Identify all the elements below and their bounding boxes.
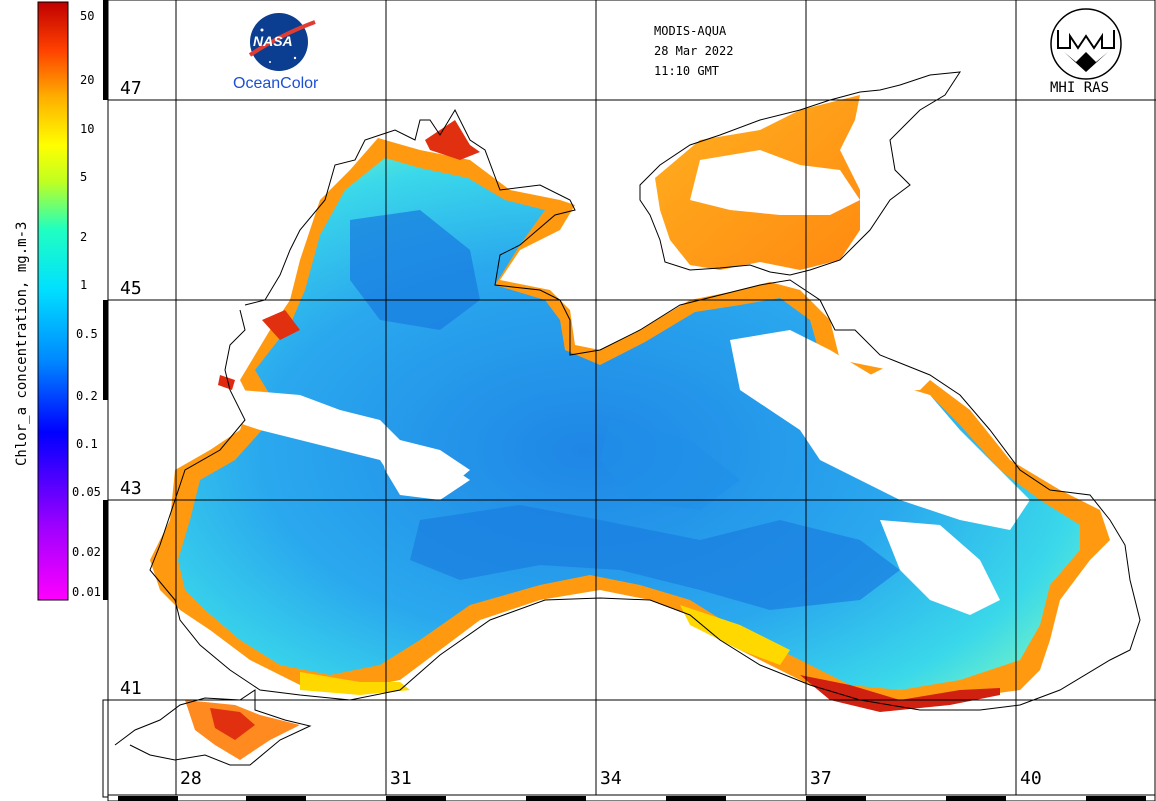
high-chlorophyll-strip (218, 375, 235, 390)
lon-label-40: 40 (1020, 768, 1042, 789)
lat-scale-bar (102, 0, 109, 798)
no-data-region (380, 450, 470, 500)
lat-label-43: 43 (120, 478, 142, 499)
high-chlorophyll-strip (680, 605, 790, 665)
nasa-logo (248, 13, 316, 71)
colorbar-tick: 0.5 (76, 327, 98, 341)
mhi-ras-label: MHI RAS (1050, 80, 1110, 96)
high-chlorophyll-strip (800, 675, 1000, 712)
high-chlorophyll-strip (300, 672, 410, 695)
sensor-label: MODIS-AQUA (654, 24, 727, 38)
colorbar-tick: 0.1 (76, 437, 98, 451)
high-chlorophyll-strip (262, 310, 300, 340)
mhi-ras-logo (1050, 8, 1122, 80)
oceancolor-label: OceanColor (233, 75, 319, 92)
lon-scale-bar (107, 794, 1156, 801)
nasa-logo-text: NASA (253, 33, 293, 49)
lon-label-31: 31 (390, 768, 412, 789)
colorbar (37, 1, 69, 601)
graticule (108, 0, 1156, 795)
time-label: 11:10 GMT (654, 64, 720, 78)
low-chlorophyll-core (410, 505, 900, 610)
no-data-region (730, 330, 1030, 530)
colorbar-tick: 5 (80, 170, 88, 184)
colorbar-tick: 1 (80, 278, 88, 292)
lon-label-37: 37 (810, 768, 832, 789)
coastline-azov (639, 71, 961, 276)
low-chlorophyll-core (600, 420, 740, 510)
no-data-region (880, 520, 1000, 615)
no-data-region (860, 360, 930, 392)
no-data-region (855, 100, 920, 200)
sea-of-marmara-core (210, 708, 255, 740)
lat-label-41: 41 (120, 678, 142, 699)
coastline (149, 108, 1141, 711)
date-label: 28 Mar 2022 (654, 44, 734, 58)
colorbar-tick: 10 (80, 122, 95, 136)
high-chlorophyll-strip (425, 120, 480, 160)
colorbar-tick: 2 (80, 230, 88, 244)
colorbar-tick: 0.2 (76, 389, 98, 403)
lat-label-47: 47 (120, 78, 142, 99)
coastline-marmara (114, 689, 312, 766)
colorbar-tick: 0.05 (72, 485, 101, 499)
lat-label-45: 45 (120, 278, 142, 299)
lon-label-34: 34 (600, 768, 622, 789)
colorbar-title: Chlor_a concentration, mg.m-3 (14, 221, 30, 466)
nasa-meatball (250, 13, 308, 71)
colorbar-tick: 20 (80, 73, 95, 87)
no-data-region (690, 150, 860, 215)
colorbar-tick: 0.02 (72, 545, 101, 559)
lon-label-28: 28 (180, 768, 202, 789)
colorbar-tick: 50 (80, 9, 95, 23)
colorbar-tick: 0.01 (72, 585, 101, 599)
